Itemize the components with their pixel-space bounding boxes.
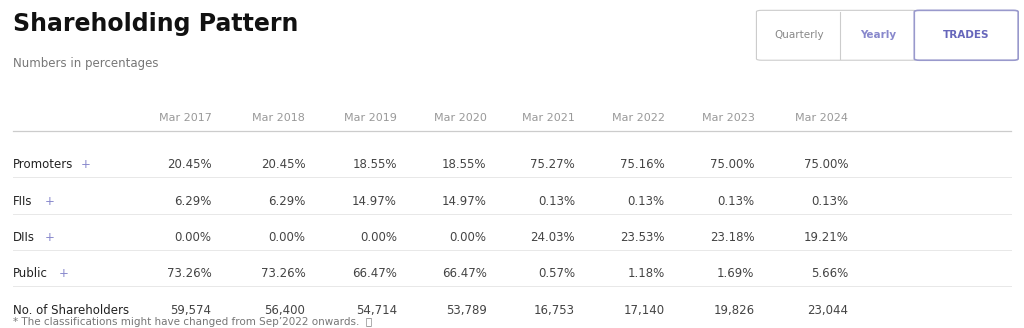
Text: 1.18%: 1.18% (628, 267, 665, 280)
Text: 18.55%: 18.55% (442, 158, 486, 172)
Text: 19,826: 19,826 (714, 304, 755, 317)
Text: 14.97%: 14.97% (352, 195, 397, 208)
Text: Mar 2019: Mar 2019 (344, 113, 397, 123)
Text: 59,574: 59,574 (171, 304, 212, 317)
Text: 17,140: 17,140 (624, 304, 665, 317)
Text: 73.26%: 73.26% (260, 267, 305, 280)
Text: 19.21%: 19.21% (803, 231, 848, 244)
Text: 75.16%: 75.16% (620, 158, 665, 172)
Text: Mar 2024: Mar 2024 (795, 113, 848, 123)
Text: +: + (81, 158, 91, 172)
Text: TRADES: TRADES (943, 30, 989, 39)
Text: Numbers in percentages: Numbers in percentages (13, 57, 159, 70)
Text: 75.00%: 75.00% (804, 158, 848, 172)
Text: 54,714: 54,714 (355, 304, 397, 317)
Text: 0.13%: 0.13% (717, 195, 755, 208)
FancyBboxPatch shape (757, 10, 918, 60)
Text: Mar 2023: Mar 2023 (701, 113, 755, 123)
Text: Yearly: Yearly (860, 30, 897, 39)
Text: 75.27%: 75.27% (530, 158, 575, 172)
FancyBboxPatch shape (914, 10, 1018, 60)
Text: 0.13%: 0.13% (811, 195, 848, 208)
Text: Mar 2018: Mar 2018 (252, 113, 305, 123)
Text: 5.66%: 5.66% (811, 267, 848, 280)
Text: No. of Shareholders: No. of Shareholders (13, 304, 129, 317)
Text: * The classifications might have changed from Sep’2022 onwards.  ⓘ: * The classifications might have changed… (13, 317, 372, 327)
Text: 20.45%: 20.45% (167, 158, 212, 172)
Text: 66.47%: 66.47% (441, 267, 486, 280)
Text: Mar 2017: Mar 2017 (159, 113, 212, 123)
Text: +: + (44, 231, 54, 244)
Text: 23,044: 23,044 (807, 304, 848, 317)
Text: 20.45%: 20.45% (261, 158, 305, 172)
Text: 66.47%: 66.47% (352, 267, 397, 280)
Text: 0.00%: 0.00% (268, 231, 305, 244)
Text: Promoters: Promoters (13, 158, 74, 172)
Text: 24.03%: 24.03% (530, 231, 575, 244)
Text: 0.57%: 0.57% (538, 267, 575, 280)
Text: 56,400: 56,400 (264, 304, 305, 317)
Text: Public: Public (13, 267, 48, 280)
Text: 6.29%: 6.29% (174, 195, 212, 208)
Text: FIIs: FIIs (13, 195, 33, 208)
Text: 1.69%: 1.69% (717, 267, 755, 280)
Text: 0.00%: 0.00% (450, 231, 486, 244)
Text: 18.55%: 18.55% (352, 158, 397, 172)
Text: +: + (44, 195, 54, 208)
Text: 23.18%: 23.18% (710, 231, 755, 244)
Text: Mar 2020: Mar 2020 (433, 113, 486, 123)
Text: +: + (59, 267, 69, 280)
Text: Mar 2021: Mar 2021 (522, 113, 575, 123)
Text: 14.97%: 14.97% (441, 195, 486, 208)
Text: 23.53%: 23.53% (621, 231, 665, 244)
Text: 73.26%: 73.26% (167, 267, 212, 280)
Text: 53,789: 53,789 (445, 304, 486, 317)
Text: Quarterly: Quarterly (774, 30, 824, 39)
Text: 0.13%: 0.13% (538, 195, 575, 208)
Text: Shareholding Pattern: Shareholding Pattern (13, 12, 298, 36)
Text: 16,753: 16,753 (535, 304, 575, 317)
Text: 0.13%: 0.13% (628, 195, 665, 208)
Text: DIIs: DIIs (13, 231, 35, 244)
Text: 6.29%: 6.29% (268, 195, 305, 208)
Text: 0.00%: 0.00% (359, 231, 397, 244)
Text: 75.00%: 75.00% (710, 158, 755, 172)
Text: 0.00%: 0.00% (174, 231, 212, 244)
Text: Mar 2022: Mar 2022 (611, 113, 665, 123)
